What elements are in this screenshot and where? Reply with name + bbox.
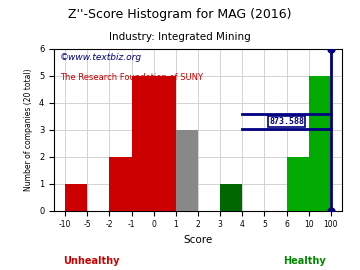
Text: Unhealthy: Unhealthy (63, 256, 120, 266)
Bar (309, 76, 331, 211)
Y-axis label: Number of companies (20 total): Number of companies (20 total) (24, 68, 33, 191)
Text: ©www.textbiz.org: ©www.textbiz.org (60, 53, 142, 62)
Bar (220, 184, 242, 211)
Text: 873.588: 873.588 (269, 117, 304, 126)
Text: Z''-Score Histogram for MAG (2016): Z''-Score Histogram for MAG (2016) (68, 8, 292, 21)
Bar (65, 184, 87, 211)
Text: Healthy: Healthy (283, 256, 326, 266)
X-axis label: Score: Score (183, 235, 213, 245)
Bar (287, 157, 309, 211)
Bar (109, 157, 131, 211)
Text: The Research Foundation of SUNY: The Research Foundation of SUNY (60, 73, 203, 82)
Text: Industry: Integrated Mining: Industry: Integrated Mining (109, 32, 251, 42)
Bar (131, 76, 176, 211)
Bar (176, 130, 198, 211)
